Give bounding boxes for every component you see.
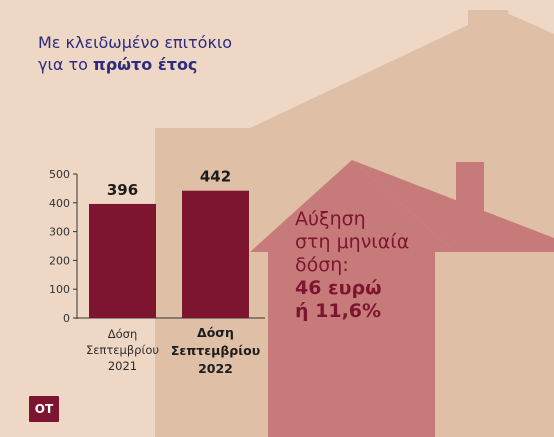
title-line-2-prefix: για το [38, 55, 94, 74]
x-tick-label-line: Δόση [107, 327, 138, 341]
small-house-roof-right [352, 160, 554, 252]
y-tick-label: 200 [49, 254, 70, 267]
bar [182, 190, 249, 318]
callout-line-2: στη μηνιαία [295, 231, 410, 253]
x-tick-label: Δόση Σεπτεμβρίου 2022 [161, 324, 271, 378]
callout-amount-percent: ή 11,6% [295, 300, 382, 322]
x-tick-label-line: 2021 [107, 359, 138, 373]
bar-value-label: 442 [200, 168, 231, 186]
y-tick-label: 400 [49, 197, 70, 210]
callout-line-1: Αύξηση [295, 208, 366, 230]
increase-callout: Αύξηση στη μηνιαία δόση: 46 ευρώ ή 11,6% [295, 208, 409, 323]
x-tick-label-line: Σεπτεμβρίου [170, 343, 261, 358]
x-tick-label-line: Δόση [197, 325, 234, 340]
x-tick-label-line: Σεπτεμβρίου [85, 343, 160, 357]
bar-value-label: 396 [107, 181, 138, 199]
callout-line-3: δόση: [295, 254, 349, 276]
y-tick-label: 100 [49, 283, 70, 296]
y-tick-label: 300 [49, 226, 70, 239]
title-line-2-bold: πρώτο έτος [93, 55, 198, 74]
title-line-1: Με κλειδωμένο επιτόκιο [38, 33, 233, 52]
ot-logo-icon: ΟΤ [29, 396, 59, 422]
x-tick-label: Δόση Σεπτεμβρίου 2021 [68, 326, 178, 374]
x-tick-label-line: 2022 [198, 361, 233, 376]
bar-chart: 0 100 200 300 400 500 396 442 [49, 168, 265, 325]
large-house-chimney [468, 10, 508, 50]
y-tick-label: 0 [63, 312, 70, 325]
bar [89, 203, 156, 318]
page-title: Με κλειδωμένο επιτόκιο για το πρώτο έτος [38, 32, 232, 76]
y-tick-label: 500 [49, 168, 70, 181]
callout-amount-euro: 46 ευρώ [295, 277, 382, 299]
small-house-shape [250, 160, 455, 437]
logo-text: ΟΤ [34, 402, 54, 416]
